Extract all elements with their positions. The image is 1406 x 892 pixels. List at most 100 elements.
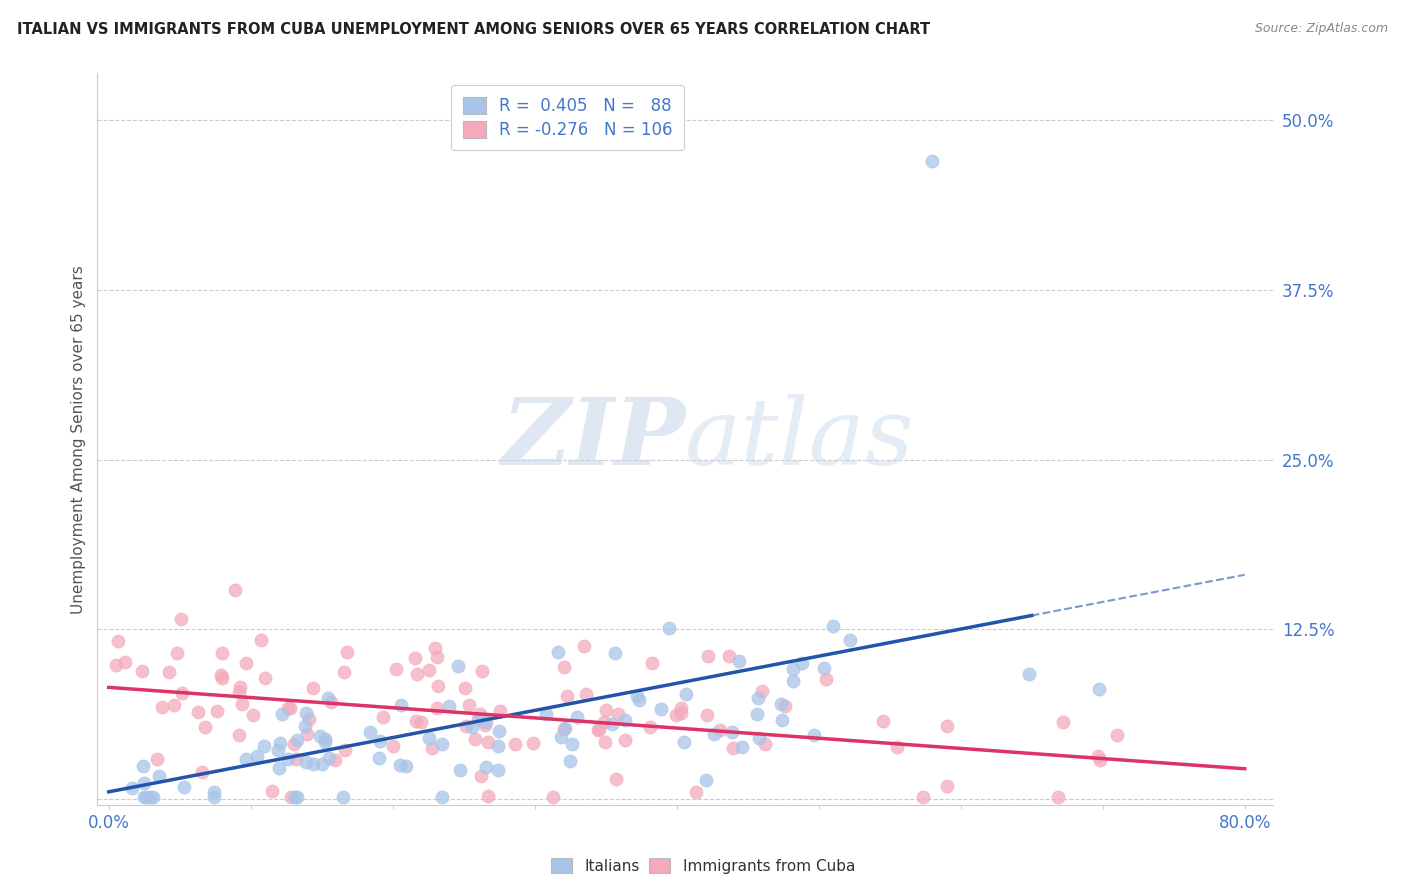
Point: [191, 765, 214, 780]
Point: [605, 646, 627, 660]
Point: [673, 735, 696, 749]
Point: [467, 712, 489, 726]
Point: [605, 772, 627, 787]
Point: [592, 714, 614, 729]
Text: atlas: atlas: [685, 394, 915, 484]
Point: [205, 704, 228, 718]
Point: [166, 646, 188, 660]
Point: [626, 689, 648, 703]
Point: [720, 724, 742, 739]
Point: [474, 717, 496, 731]
Point: [224, 583, 246, 598]
Point: [202, 790, 225, 805]
Point: [1018, 667, 1040, 681]
Point: [534, 707, 557, 722]
Point: [543, 790, 565, 805]
Point: [114, 655, 136, 669]
Point: [134, 790, 156, 805]
Point: [211, 646, 233, 660]
Point: [454, 681, 477, 695]
Point: [302, 756, 325, 771]
Point: [872, 714, 894, 728]
Point: [936, 779, 959, 793]
Point: [332, 665, 354, 680]
Point: [595, 734, 617, 748]
Point: [1047, 790, 1070, 805]
Point: [325, 753, 347, 767]
Point: [269, 736, 291, 750]
Point: [458, 698, 481, 712]
Point: [550, 730, 572, 744]
Point: [731, 740, 754, 755]
Point: [389, 698, 412, 712]
Point: [254, 671, 277, 685]
Point: [821, 619, 844, 633]
Point: [669, 706, 692, 721]
Point: [280, 790, 302, 805]
Point: [1052, 714, 1074, 729]
Point: [813, 661, 835, 675]
Point: [470, 769, 492, 783]
Point: [747, 691, 769, 706]
Point: [426, 649, 449, 664]
Point: [242, 708, 264, 723]
Point: [547, 645, 569, 659]
Point: [815, 672, 838, 686]
Point: [474, 760, 496, 774]
Point: [477, 789, 499, 803]
Point: [302, 681, 325, 696]
Point: [269, 762, 291, 776]
Point: [614, 713, 637, 727]
Point: [522, 736, 544, 750]
Point: [107, 633, 129, 648]
Point: [389, 758, 412, 772]
Y-axis label: Unemployment Among Seniors over 65 years: Unemployment Among Seniors over 65 years: [72, 265, 86, 614]
Point: [461, 720, 484, 734]
Point: [270, 706, 292, 721]
Point: [718, 648, 741, 663]
Point: [770, 713, 793, 727]
Point: [426, 679, 449, 693]
Point: [792, 656, 814, 670]
Point: [202, 784, 225, 798]
Point: [477, 735, 499, 749]
Point: [658, 621, 681, 635]
Point: [335, 743, 357, 757]
Point: [839, 632, 862, 647]
Point: [675, 687, 697, 701]
Point: [665, 707, 688, 722]
Point: [600, 716, 623, 731]
Point: [432, 738, 454, 752]
Point: [1107, 728, 1129, 742]
Point: [235, 656, 257, 670]
Point: [359, 725, 381, 739]
Point: [294, 719, 316, 733]
Point: [486, 763, 509, 777]
Point: [773, 698, 796, 713]
Point: [395, 759, 418, 773]
Point: [187, 706, 209, 720]
Text: ZIP: ZIP: [501, 394, 685, 484]
Point: [685, 785, 707, 799]
Point: [703, 726, 725, 740]
Point: [770, 698, 793, 712]
Point: [297, 727, 319, 741]
Point: [406, 667, 429, 681]
Point: [454, 719, 477, 733]
Point: [235, 752, 257, 766]
Point: [266, 742, 288, 756]
Point: [381, 739, 404, 754]
Text: Source: ZipAtlas.com: Source: ZipAtlas.com: [1254, 22, 1388, 36]
Point: [721, 741, 744, 756]
Point: [409, 715, 432, 730]
Point: [572, 639, 595, 653]
Point: [139, 790, 162, 805]
Point: [285, 732, 308, 747]
Point: [803, 728, 825, 742]
Text: ITALIAN VS IMMIGRANTS FROM CUBA UNEMPLOYMENT AMONG SENIORS OVER 65 YEARS CORRELA: ITALIAN VS IMMIGRANTS FROM CUBA UNEMPLOY…: [17, 22, 929, 37]
Point: [709, 723, 731, 737]
Point: [132, 775, 155, 789]
Point: [488, 724, 510, 739]
Point: [104, 657, 127, 672]
Point: [468, 706, 491, 721]
